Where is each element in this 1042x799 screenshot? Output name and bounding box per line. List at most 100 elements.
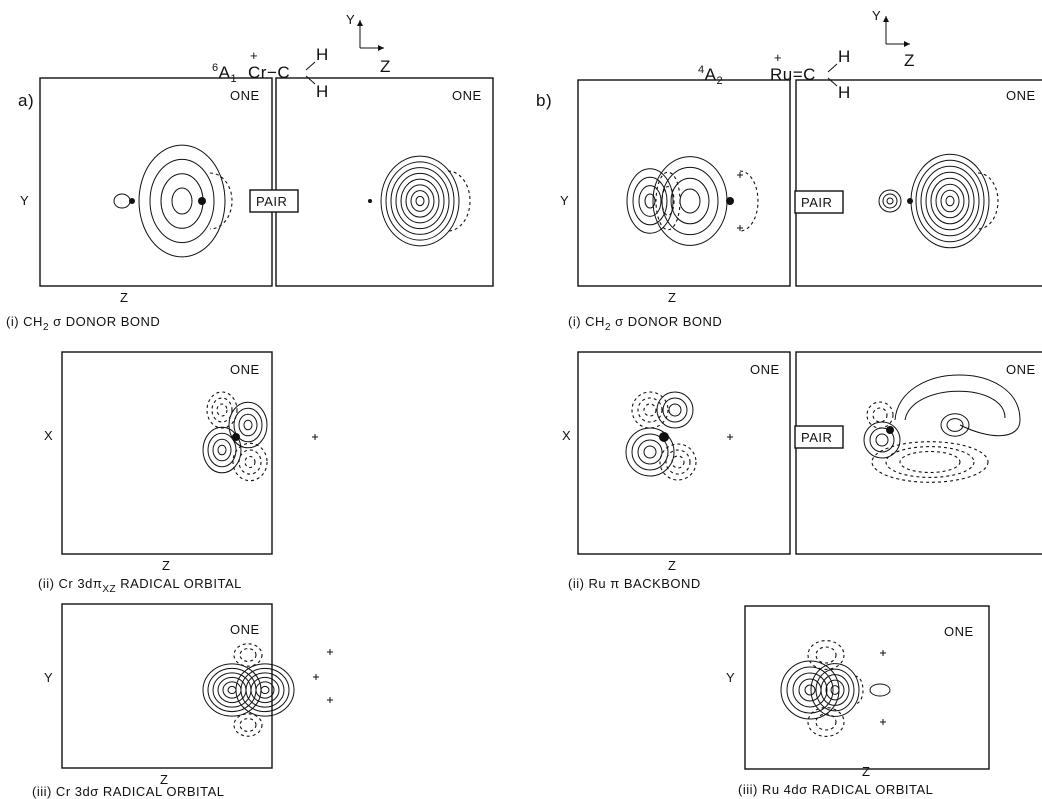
contour	[241, 668, 289, 711]
bond-line	[306, 62, 315, 70]
contour	[327, 649, 333, 655]
state-label: 6A1	[212, 62, 237, 85]
contour	[401, 179, 439, 223]
contour	[210, 173, 232, 229]
contour	[139, 145, 225, 257]
contour	[212, 398, 232, 422]
contour	[218, 445, 226, 455]
caption: (ii) Ru π BACKBOND	[568, 576, 701, 591]
contour	[381, 156, 459, 246]
contour	[251, 677, 279, 702]
contour	[921, 166, 979, 236]
contour	[638, 398, 662, 422]
one-tag: ONE	[230, 622, 260, 637]
contour	[926, 172, 974, 230]
axis-label: Z	[380, 57, 391, 76]
axis-label: Z	[668, 290, 676, 305]
contour	[880, 719, 886, 725]
contour	[737, 225, 743, 231]
contour	[639, 186, 661, 217]
contour	[816, 647, 836, 663]
contour	[368, 199, 372, 203]
plot-frames	[40, 78, 1042, 769]
contour	[208, 433, 236, 467]
contour	[808, 708, 844, 737]
contour	[411, 191, 429, 212]
hydrogen: H	[316, 82, 329, 101]
contour	[669, 404, 681, 416]
column-label: b)	[536, 91, 552, 110]
contour	[663, 398, 687, 422]
contour	[931, 178, 969, 224]
contour	[870, 684, 890, 696]
contour	[666, 450, 690, 474]
contour	[726, 197, 734, 205]
axis-label: X	[562, 428, 571, 443]
contour	[129, 198, 135, 204]
contour	[228, 686, 236, 693]
contour	[805, 685, 815, 695]
contour	[327, 697, 333, 703]
contour	[208, 668, 256, 711]
contour	[240, 649, 256, 662]
one-tag: ONE	[230, 362, 260, 377]
bond-line	[828, 64, 837, 72]
contour	[213, 439, 231, 461]
contour	[644, 404, 656, 416]
axis-label: Z	[162, 558, 170, 573]
axis-label: Z	[862, 764, 870, 779]
axis-label: Y	[44, 670, 53, 685]
contour	[887, 198, 893, 204]
contour	[198, 197, 206, 205]
contour	[246, 673, 284, 707]
contour	[941, 414, 969, 436]
contour	[244, 420, 252, 430]
axis-label: Y	[726, 670, 735, 685]
contour	[217, 404, 227, 416]
figure: 6A1 Cr−C + H H Y Z 4A2 Ru=C + H H Y Z a)…	[0, 0, 1042, 799]
contour	[239, 450, 261, 474]
contour	[172, 188, 192, 214]
contour	[653, 157, 727, 246]
contour	[941, 190, 959, 212]
contour	[261, 686, 269, 693]
contour	[740, 171, 758, 231]
contour	[680, 189, 700, 213]
contour	[236, 664, 294, 716]
contour	[638, 440, 662, 464]
molecule: Ru=C	[770, 65, 816, 84]
contour	[876, 434, 888, 446]
contour	[978, 173, 998, 229]
charge: +	[250, 48, 258, 63]
contour	[831, 686, 839, 695]
contour	[826, 680, 844, 700]
axis-label: Y	[20, 193, 29, 208]
contour	[867, 402, 893, 428]
contour	[313, 674, 319, 680]
contour	[737, 172, 743, 178]
axis-label: Y	[560, 193, 569, 208]
contour	[232, 433, 240, 441]
contour	[396, 173, 444, 228]
contour	[161, 174, 203, 229]
hydrogen: H	[838, 83, 851, 102]
contour	[821, 675, 849, 706]
contour	[114, 194, 130, 208]
contour	[234, 714, 262, 736]
contour	[886, 447, 974, 478]
plot-frame	[796, 352, 1042, 554]
molecule: Cr−C	[248, 63, 290, 82]
contour	[905, 391, 1005, 420]
contour	[816, 714, 836, 730]
contour	[234, 644, 262, 666]
contour	[883, 194, 897, 208]
pair-label: PAIR	[801, 430, 832, 445]
contour	[644, 446, 656, 458]
one-tag: ONE	[750, 362, 780, 377]
one-tag: ONE	[1006, 362, 1036, 377]
contour	[907, 198, 913, 204]
contour	[879, 190, 901, 212]
plot-frame	[578, 80, 790, 286]
contour	[218, 677, 246, 702]
contour	[391, 168, 449, 235]
